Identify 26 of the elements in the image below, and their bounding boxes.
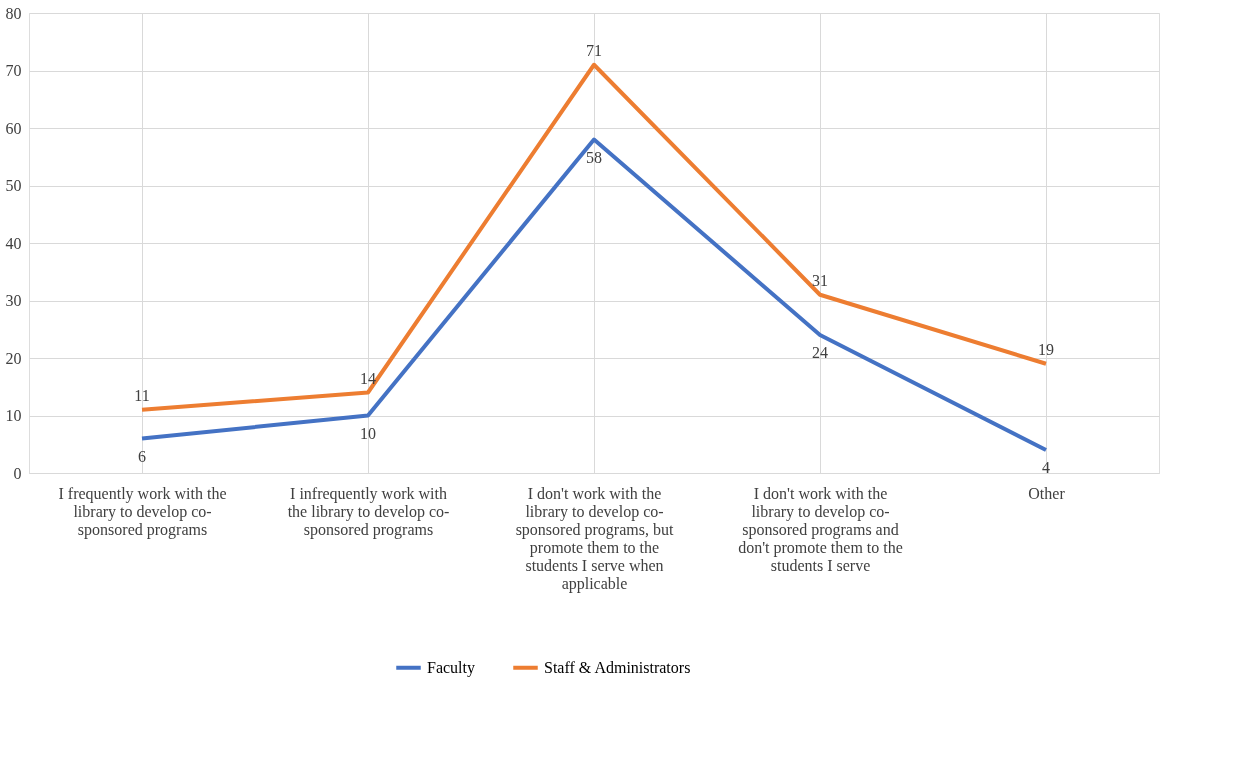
y-tick-label: 10	[5, 407, 22, 424]
y-tick-label: 50	[5, 177, 22, 194]
data-label: 11	[134, 386, 150, 404]
legend-label: Staff & Administrators	[544, 658, 691, 676]
x-tick-label: I frequently work with the library to develop co-sponsored programs	[58, 484, 227, 539]
x-tick-label: I infrequently work with the library to develop co-sponsored programs	[287, 484, 450, 539]
y-tick-label: 80	[5, 4, 22, 22]
x-tick-label: I don't work with the library to develop co-sponsored programs and don't promote them to the students I serve	[738, 484, 903, 574]
y-tick-label: 70	[5, 62, 22, 79]
x-tick-label: I don't work with the library to develop co-sponsored programs, but promote them to the students I serve when applicable	[515, 484, 674, 593]
data-label: 14	[360, 369, 376, 387]
legend-label: Faculty	[427, 658, 475, 677]
y-tick-label: 40	[5, 234, 22, 252]
x-tick-label: Other	[1028, 484, 1066, 502]
data-label: 10	[360, 424, 376, 442]
data-label: 71	[586, 41, 602, 59]
data-label: 6	[138, 447, 146, 465]
data-label: 4	[1042, 459, 1050, 476]
y-tick-label: 0	[13, 464, 22, 482]
y-tick-label: 20	[5, 349, 22, 367]
y-tick-label: 30	[5, 292, 22, 309]
data-label: 58	[586, 148, 602, 166]
data-label: 19	[1038, 340, 1054, 358]
data-label: 31	[812, 271, 828, 289]
data-label: 24	[812, 344, 828, 361]
y-tick-label: 60	[5, 119, 22, 137]
